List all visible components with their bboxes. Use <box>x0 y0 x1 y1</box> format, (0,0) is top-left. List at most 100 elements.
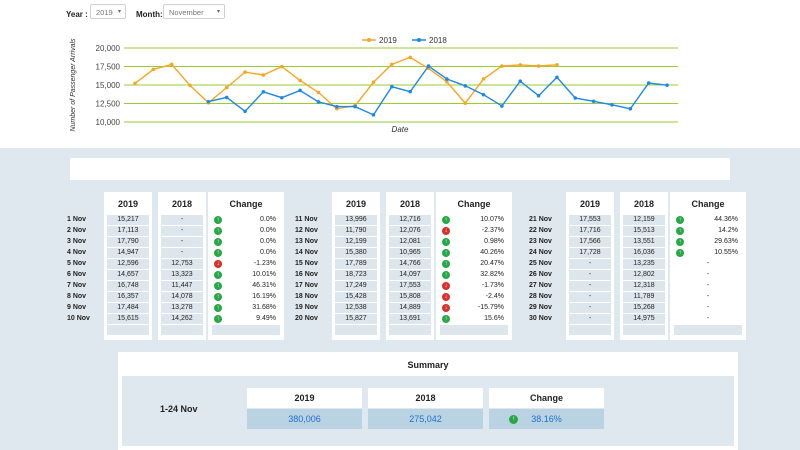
data-point-2019 <box>371 80 376 84</box>
cell-change: - <box>674 270 742 280</box>
data-point-2018 <box>316 100 321 104</box>
arrow-up-icon: ↑ <box>676 227 684 235</box>
change-value: - <box>706 293 710 300</box>
change-value: 44.36% <box>714 216 738 223</box>
cell-2018: 14,078 <box>161 292 203 302</box>
cell-change: ↑ 31.68% <box>212 303 280 313</box>
cell-change: ↑ 32.82% <box>440 270 508 280</box>
arrow-up-icon: ↑ <box>214 227 222 235</box>
month-select-value: November <box>169 8 204 17</box>
legend-marker <box>367 38 371 42</box>
year-select[interactable]: 2019 ▾ <box>90 4 126 19</box>
cell-2018: 14,766 <box>389 259 431 269</box>
data-point-2019 <box>243 70 247 74</box>
data-point-2019 <box>261 73 266 77</box>
data-point-2019 <box>224 85 229 90</box>
change-value: 10.55% <box>714 249 738 256</box>
arrow-up-icon: ↑ <box>442 315 450 323</box>
cell-2018: - <box>161 226 203 236</box>
data-point-2018 <box>573 96 578 100</box>
cell-2018: 17,553 <box>389 281 431 291</box>
data-point-2019 <box>316 90 321 95</box>
cell-2019: 17,553 <box>569 215 611 225</box>
change-value: 14.2% <box>718 227 738 234</box>
data-point-2018 <box>610 103 614 107</box>
cell-2019: 17,728 <box>569 248 611 258</box>
cell-2018: 12,159 <box>623 215 665 225</box>
col-header-change: Change <box>457 199 491 209</box>
arrow-up-icon: ↑ <box>214 315 222 323</box>
cell-2019: 12,596 <box>107 259 149 269</box>
arrow-up-icon: ↑ <box>442 238 450 246</box>
data-point-2019 <box>555 63 559 67</box>
cell-change: ↑ 40.26% <box>440 248 508 258</box>
y-axis-label: Number of Passenger Arrivals <box>70 38 77 132</box>
row-date-label: 14 Nov <box>295 249 318 256</box>
row-date-label: 10 Nov <box>67 315 90 322</box>
data-point-2018 <box>426 64 431 68</box>
cell-change: ↑ 0.0% <box>212 226 280 236</box>
cell-2018: 15,808 <box>389 292 431 302</box>
cell-2018: 11,789 <box>623 292 665 302</box>
summary-value-2019: 380,006 <box>247 409 362 429</box>
change-value: - <box>706 271 710 278</box>
cell-empty <box>212 325 280 335</box>
cell-2018: - <box>161 248 203 258</box>
row-date-label: 23 Nov <box>529 238 552 245</box>
series-line-2018 <box>208 65 668 116</box>
cell-2019: 11,790 <box>335 226 377 236</box>
cell-2018: 13,278 <box>161 303 203 313</box>
cell-empty <box>161 325 203 335</box>
data-point-2019 <box>133 81 137 86</box>
data-point-2019 <box>500 64 504 68</box>
cell-2018: 13,551 <box>623 237 665 247</box>
cell-2018: 13,235 <box>623 259 665 269</box>
row-date-label: 28 Nov <box>529 293 552 300</box>
y-tick-label: 10,000 <box>96 118 121 127</box>
row-date-label: 25 Nov <box>529 260 552 267</box>
cell-2019: 15,428 <box>335 292 377 302</box>
col-header-2018: 2018 <box>399 199 421 209</box>
row-date-label: 30 Nov <box>529 315 552 322</box>
row-date-label: 16 Nov <box>295 271 318 278</box>
data-point-2018 <box>518 79 523 84</box>
arrow-down-icon: ↓ <box>214 260 222 268</box>
legend-label: 2018 <box>429 36 447 45</box>
summary-head-change: Change <box>489 388 604 408</box>
col-header-2019: 2019 <box>117 199 139 209</box>
change-value: -1.73% <box>481 282 504 289</box>
cell-2019: 15,217 <box>107 215 149 225</box>
daily-header-banner <box>70 158 730 180</box>
row-date-label: 5 Nov <box>67 260 87 267</box>
cell-change: ↑ 15.6% <box>440 314 508 324</box>
month-select[interactable]: November ▾ <box>163 4 225 19</box>
cell-2018: 12,076 <box>389 226 431 236</box>
row-date-label: 3 Nov <box>67 238 87 245</box>
arrow-up-icon: ↑ <box>214 304 222 312</box>
chevron-down-icon: ▾ <box>216 9 220 15</box>
data-point-2018 <box>334 104 339 109</box>
year-select-value: 2019 <box>96 8 113 17</box>
chevron-down-icon: ▾ <box>117 9 121 15</box>
cell-change: ↑ 0.0% <box>212 248 280 258</box>
cell-2019: 18,723 <box>335 270 377 280</box>
data-point-2018 <box>536 93 541 98</box>
change-value: 0.0% <box>260 249 276 256</box>
y-tick-label: 20,000 <box>96 44 121 53</box>
cell-2018: 14,262 <box>161 314 203 324</box>
change-value: 10.07% <box>480 216 504 223</box>
cell-empty <box>674 325 742 335</box>
change-value: 10.01% <box>252 271 276 278</box>
row-date-label: 13 Nov <box>295 238 318 245</box>
arrow-up-icon: ↑ <box>676 238 684 246</box>
cell-2019: 17,484 <box>107 303 149 313</box>
cell-change: ↓ -1.23% <box>212 259 280 269</box>
cell-2019: 17,249 <box>335 281 377 291</box>
legend-label: 2019 <box>379 36 397 45</box>
cell-2018: 11,447 <box>161 281 203 291</box>
data-point-2018 <box>665 83 669 87</box>
cell-change: ↑ 0.0% <box>212 215 280 225</box>
data-point-2019 <box>188 83 192 88</box>
change-value: 46.31% <box>252 282 276 289</box>
cell-2018: 15,268 <box>623 303 665 313</box>
